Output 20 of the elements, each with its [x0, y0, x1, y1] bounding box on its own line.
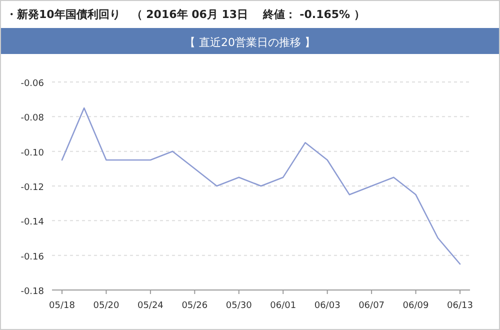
x-tick-label: 06/13 [447, 301, 473, 311]
y-tick-label: -0.06 [20, 79, 44, 89]
x-tick-label: 05/26 [182, 301, 208, 311]
x-tick-label: 05/24 [137, 301, 164, 311]
x-tick-label: 05/18 [49, 301, 76, 311]
y-tick-label: -0.16 [20, 252, 44, 262]
y-tick-label: -0.08 [20, 114, 44, 124]
x-tick-label: 05/30 [226, 301, 252, 311]
x-tick-label: 06/07 [358, 301, 385, 311]
chart-title: ・新発10年国債利回り （ 2016年 06月 13日 終値： -0.165% ） [6, 8, 365, 21]
chart-subtitle: 【 直近20営業日の推移 】 [184, 36, 316, 49]
x-tick-label: 06/09 [402, 301, 430, 311]
line-series [61, 107, 461, 265]
y-tick-label: -0.10 [20, 148, 44, 158]
x-tick-label: 06/01 [270, 301, 296, 311]
x-tick-label: 06/03 [314, 301, 340, 311]
x-tick-label: 05/20 [93, 301, 120, 311]
y-tick-label: -0.12 [20, 183, 44, 193]
y-tick-label: -0.18 [20, 287, 44, 297]
y-tick-label: -0.14 [20, 218, 44, 228]
